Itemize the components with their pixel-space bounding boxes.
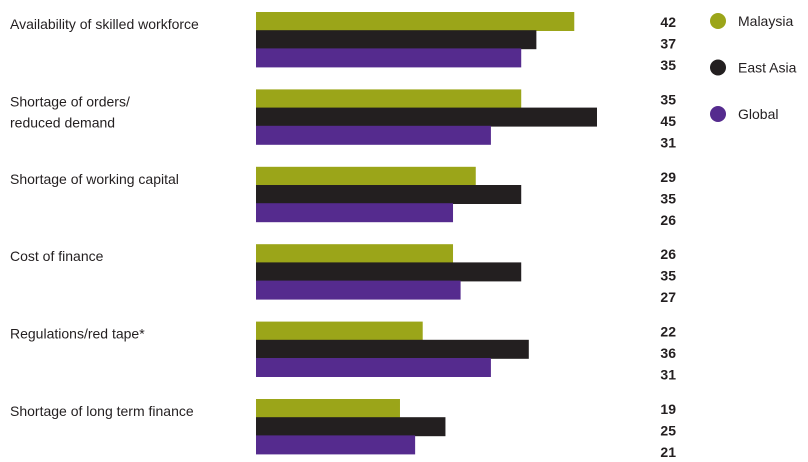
data-label: 35 xyxy=(660,91,676,107)
category-label: Regulations/red tape* xyxy=(10,326,145,342)
bar-malaysia xyxy=(256,399,400,418)
data-label: 35 xyxy=(660,57,676,73)
data-label: 25 xyxy=(660,423,676,439)
data-label: 21 xyxy=(660,444,676,460)
legend-marker xyxy=(710,59,726,76)
data-label: 31 xyxy=(660,134,676,150)
bars xyxy=(256,12,597,455)
legend-label: Malaysia xyxy=(738,13,793,29)
category-labels: Availability of skilled workforce Shortag… xyxy=(10,16,199,419)
category-label: Shortage of long term finance xyxy=(10,403,194,419)
legend: Malaysia East Asia Global xyxy=(710,13,797,122)
category-label: Cost of finance xyxy=(10,248,104,264)
data-label: 27 xyxy=(660,289,676,305)
bar-malaysia xyxy=(256,244,454,264)
category-label-line: Shortage of working capital xyxy=(10,171,179,187)
category-label: Availability of skilled workforce xyxy=(10,16,199,32)
legend-marker xyxy=(710,13,726,29)
category-label-line: reduced demand xyxy=(10,114,115,130)
data-label: 42 xyxy=(660,14,676,30)
legend-label: Global xyxy=(738,106,778,122)
value-labels: 42 37 35 35 45 31 29 35 26 26 35 27 22 36 31 19 25 21 xyxy=(660,14,676,460)
bar-global xyxy=(256,203,454,223)
bar-malaysia xyxy=(256,89,522,109)
data-label: 37 xyxy=(660,36,676,52)
data-label: 31 xyxy=(660,367,676,383)
category-label-line: Cost of finance xyxy=(10,248,104,264)
bar-east-asia xyxy=(256,339,529,359)
data-label: 19 xyxy=(660,401,676,417)
legend-label: East Asia xyxy=(738,60,797,76)
bar-global xyxy=(256,48,522,68)
data-label: 22 xyxy=(660,324,676,340)
data-label: 26 xyxy=(660,246,676,262)
bar-east-asia xyxy=(256,417,446,437)
bar-east-asia xyxy=(256,185,522,204)
bar-malaysia xyxy=(256,321,423,341)
data-label: 35 xyxy=(660,268,676,284)
category-label: Shortage of working capital xyxy=(10,171,179,187)
bar-global xyxy=(256,435,416,455)
bar-malaysia xyxy=(256,12,575,31)
bar-east-asia xyxy=(256,107,597,127)
bar-global xyxy=(256,358,491,377)
bar-malaysia xyxy=(256,166,476,186)
category-label: Shortage of orders/reduced demand xyxy=(10,93,130,130)
bar-east-asia xyxy=(256,262,522,282)
data-label: 36 xyxy=(660,345,676,361)
data-label: 26 xyxy=(660,212,676,228)
bar-global xyxy=(256,125,491,145)
bar-global xyxy=(256,280,461,300)
category-label-line: Shortage of long term finance xyxy=(10,403,194,419)
data-label: 45 xyxy=(660,113,676,129)
category-label-line: Shortage of orders/ xyxy=(10,93,130,109)
bar-east-asia xyxy=(256,30,537,50)
data-label: 35 xyxy=(660,190,676,206)
legend-marker xyxy=(710,106,726,122)
data-label: 29 xyxy=(660,169,676,185)
category-label-line: Regulations/red tape* xyxy=(10,326,145,342)
category-label-line: Availability of skilled workforce xyxy=(10,16,199,32)
